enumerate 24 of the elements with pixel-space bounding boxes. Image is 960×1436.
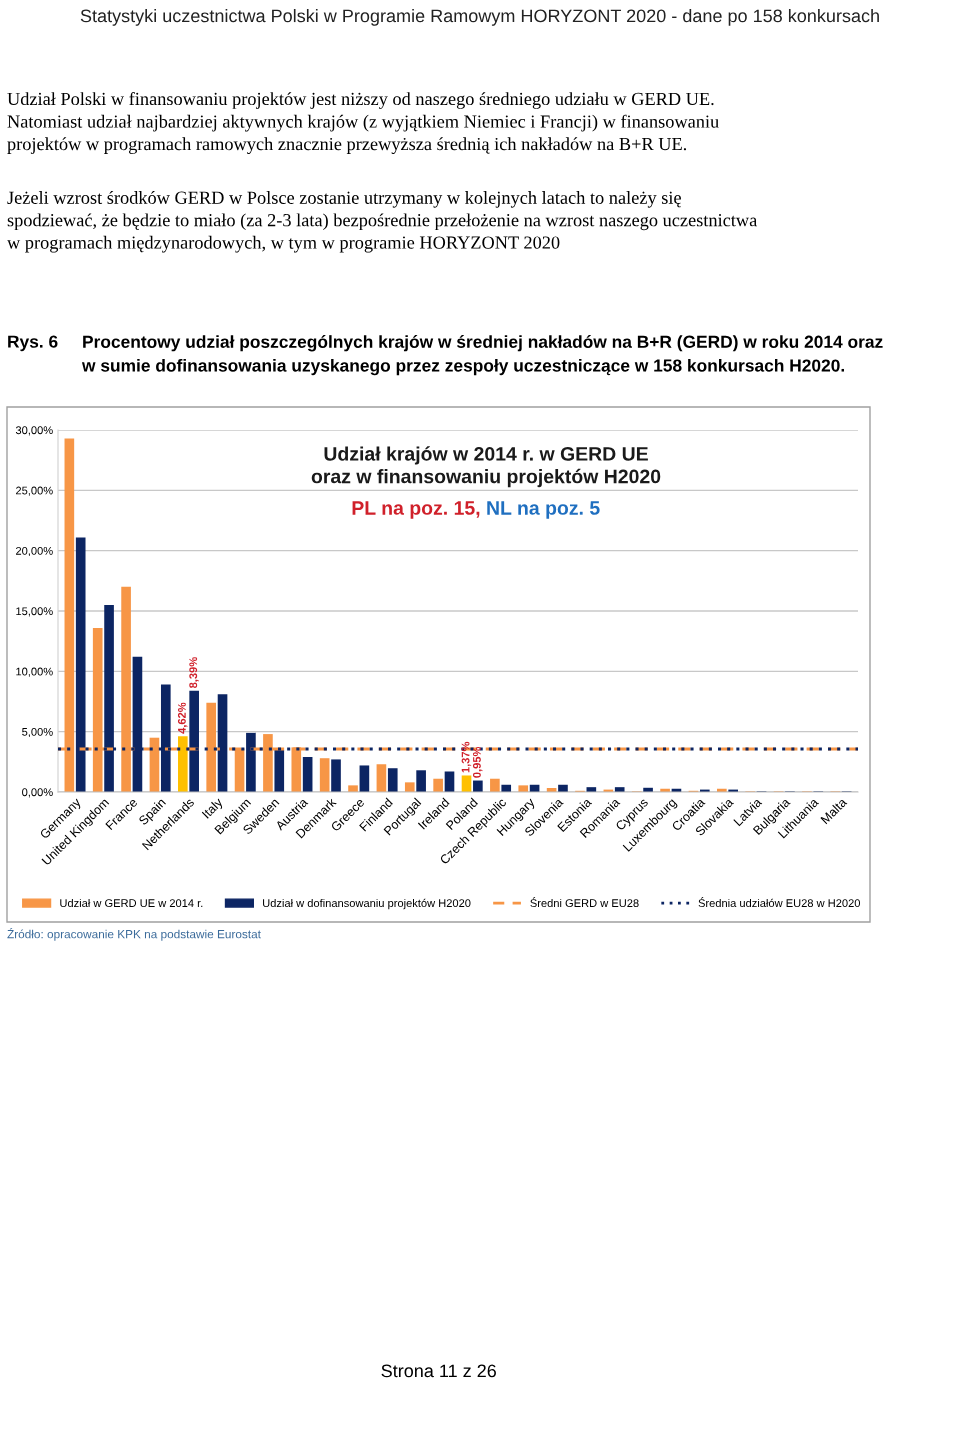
y-tick-label: 0,00%: [22, 788, 53, 798]
data-label: 8,39%: [189, 657, 199, 688]
legend-label: Udział w dofinansowaniu projektów H2020: [263, 898, 471, 910]
legend-label: Średni GERD w EU28: [530, 896, 639, 908]
y-tick-label: 20,00%: [16, 546, 53, 557]
text: Udział Polski w finansowaniu projektów jest niższy od naszego średniego udziału w GERD UE. Natomiast udział najbardziej aktywnych krajów (z wyjątkiem Niemiec i Francji) w finansowaniu projektów w programach ramowych znacznie przewyższa średnią ich nakładów na B+R UE.: [7, 92, 719, 154]
text: Udział krajów w 2014 r. w GERD UE oraz w finansowaniu projektów H2020: [311, 446, 661, 488]
y-tick-label: 10,00%: [16, 667, 53, 677]
legend-label: Udział w GERD UE w 2014 r.: [60, 898, 203, 908]
text: Źródło: opracowanie KPK na podstawie Eurostat: [7, 928, 261, 941]
y-tick-label: 25,00%: [16, 486, 53, 496]
text: Procentowy udział poszczególnych krajów w średniej nakładów na B+R (GERD) w roku 2014 oraz w sumie dofinansowania uzyskanego przez zespoły uczestniczące w 158 konkursach H2020.: [81, 335, 883, 376]
text: Rys. 6: [8, 335, 58, 352]
data-label: 4,62%: [177, 702, 188, 734]
text: PL na poz. 15, NL na poz. 5: [352, 501, 600, 519]
legend-label: Średnia udziałów EU28 w H2020: [698, 896, 861, 908]
text: Statystyki uczestnictwa Polski w Programie Ramowym HORYZONT 2020 - dane po 158 konkursach: [80, 9, 879, 26]
data-label: 1,37%: [461, 741, 472, 773]
text: Strona 11 z 26: [381, 1364, 496, 1378]
data-label: 0,95%: [472, 746, 483, 778]
y-tick-label: 5,00%: [22, 727, 53, 738]
y-tick-label: 30,00%: [15, 426, 53, 436]
text: Jeżeli wzrost środków GERD w Polsce zostanie utrzymany w kolejnych latach to należy się spodziewać, że będzie to miało (za 2-3 lata) bezpośrednie przełożenie na wzrost naszego uczestnictwa w programach międzynarodowych, w tym w programie HORYZONT 2020: [7, 191, 758, 253]
y-tick-label: 15,00%: [16, 607, 53, 617]
